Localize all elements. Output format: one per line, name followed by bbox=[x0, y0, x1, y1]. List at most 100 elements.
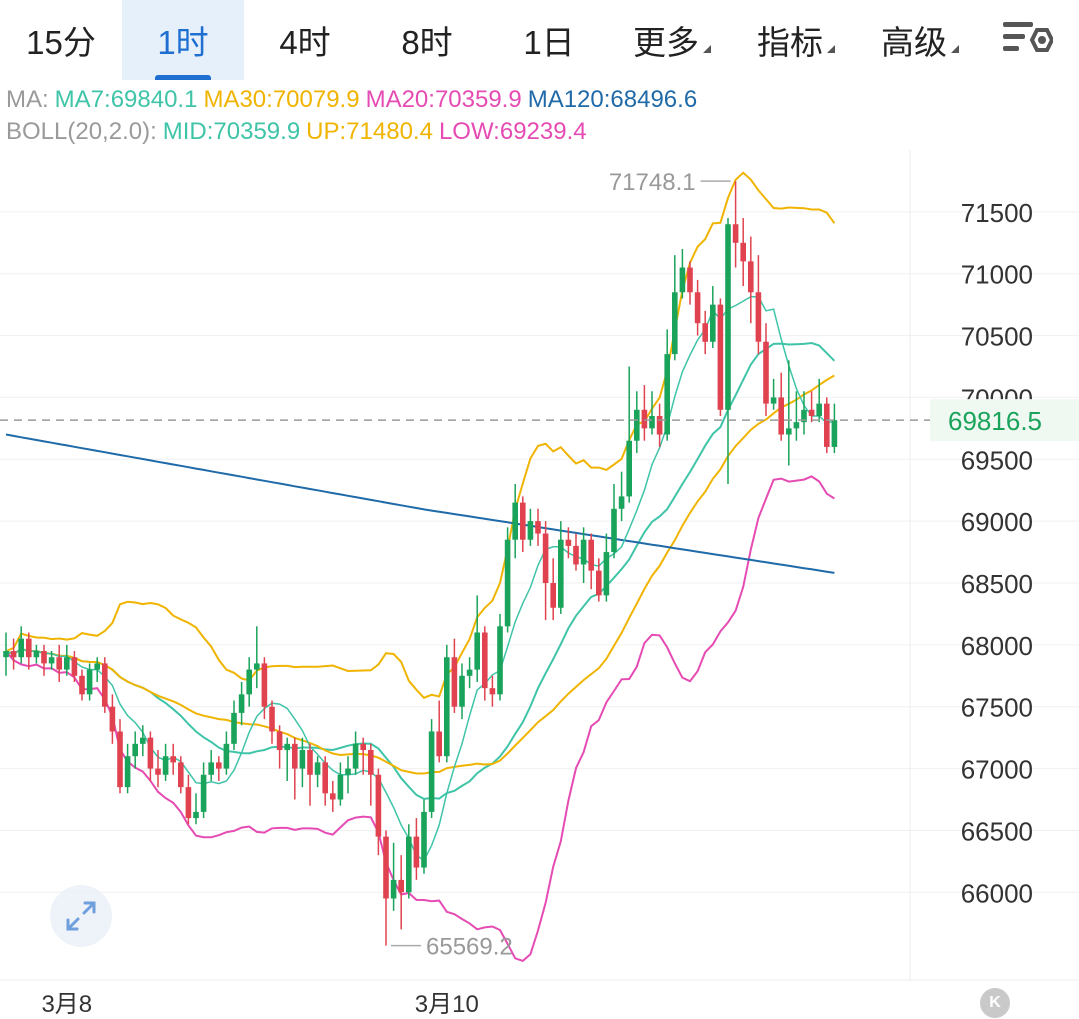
y-tick-label: 69000 bbox=[961, 507, 1033, 537]
tab-label: 1时 bbox=[157, 24, 209, 61]
candlestick-chart[interactable]: 7150071000705007000069500690006850068000… bbox=[0, 150, 1079, 1019]
tab-7[interactable]: 指标 bbox=[734, 0, 858, 80]
caret-down-icon bbox=[703, 45, 711, 53]
candle-body bbox=[48, 657, 55, 664]
candle-body bbox=[565, 539, 572, 546]
chart-settings-button[interactable] bbox=[997, 10, 1057, 66]
candle-body bbox=[687, 267, 693, 293]
y-tick-label: 69500 bbox=[961, 445, 1033, 475]
candle-body bbox=[634, 409, 640, 441]
candle-body bbox=[193, 811, 199, 819]
candle-body bbox=[770, 397, 777, 404]
candle-body bbox=[672, 292, 678, 355]
candle-body bbox=[26, 638, 32, 658]
candle-body bbox=[748, 261, 754, 293]
candle-body bbox=[117, 731, 123, 788]
caret-down-icon bbox=[951, 45, 959, 53]
candle-body bbox=[649, 415, 655, 429]
tab-label: 高级 bbox=[881, 24, 947, 61]
candle-body bbox=[208, 762, 214, 775]
candle-body bbox=[406, 836, 412, 893]
candle-body bbox=[474, 632, 480, 670]
chart-settings-icon bbox=[1003, 22, 1053, 52]
candle-body bbox=[801, 409, 807, 423]
candle-body bbox=[33, 651, 40, 658]
tab-2[interactable]: 1时 bbox=[122, 0, 244, 80]
candle-body bbox=[368, 750, 374, 775]
candle-body bbox=[466, 669, 473, 676]
k-line-toggle-button[interactable]: K bbox=[980, 988, 1010, 1018]
tab-label: 1日 bbox=[523, 24, 575, 61]
candle-body bbox=[717, 304, 724, 410]
candle-body bbox=[231, 712, 237, 744]
tab-4[interactable]: 8时 bbox=[366, 0, 488, 80]
tab-8[interactable]: 高级 bbox=[858, 0, 982, 80]
candle-body bbox=[292, 743, 298, 769]
candle-body bbox=[497, 626, 503, 695]
y-tick-label: 71500 bbox=[961, 198, 1033, 228]
candle-body bbox=[702, 323, 708, 342]
candle-body bbox=[626, 440, 632, 497]
ma30-value: MA30:70079.9 bbox=[203, 86, 360, 113]
candle-body bbox=[512, 502, 518, 540]
candle-body bbox=[56, 657, 62, 670]
candle-body bbox=[352, 743, 359, 769]
candle-body bbox=[375, 774, 382, 837]
candle-body bbox=[360, 743, 366, 751]
candle-body bbox=[786, 428, 792, 435]
candle-body bbox=[618, 496, 625, 509]
candle-body bbox=[94, 663, 100, 670]
candle-body bbox=[246, 669, 252, 695]
candle-body bbox=[140, 737, 146, 744]
current-price-tag bbox=[930, 399, 1079, 442]
candle-body bbox=[79, 675, 85, 695]
candle-body bbox=[254, 663, 260, 670]
tab-5[interactable]: 1日 bbox=[488, 0, 610, 80]
candle-body bbox=[641, 409, 648, 429]
tab-label: 4时 bbox=[279, 24, 331, 61]
candle-body bbox=[710, 304, 716, 342]
candle-body bbox=[816, 403, 822, 416]
boll-mid-line bbox=[5, 341, 836, 800]
tab-label: 15分 bbox=[26, 24, 96, 61]
y-tick-label: 67500 bbox=[961, 693, 1033, 723]
expand-chart-button[interactable] bbox=[50, 885, 112, 947]
ma7-value: MA7:69840.1 bbox=[54, 86, 198, 113]
candle-body bbox=[390, 879, 397, 899]
low-annotation-label: 65569.2 bbox=[426, 934, 513, 961]
candle-body bbox=[223, 743, 230, 769]
candle-body bbox=[86, 669, 93, 695]
candle-body bbox=[824, 403, 830, 447]
caret-down-icon bbox=[827, 45, 835, 53]
candle-body bbox=[64, 657, 70, 670]
candle-body bbox=[459, 675, 465, 707]
current-price-value: 69816.5 bbox=[948, 406, 1042, 436]
candle-body bbox=[436, 731, 442, 757]
x-tick-label: 3月10 bbox=[415, 991, 479, 1018]
candle-body bbox=[238, 694, 245, 713]
candle-body bbox=[520, 502, 526, 540]
candle-body bbox=[269, 706, 275, 732]
candle-body bbox=[831, 420, 838, 447]
y-tick-label: 68000 bbox=[961, 631, 1033, 661]
tab-6[interactable]: 更多 bbox=[610, 0, 734, 80]
candle-body bbox=[656, 415, 663, 435]
candle-body bbox=[71, 657, 78, 676]
expand-icon bbox=[66, 901, 96, 931]
candle-body bbox=[611, 508, 617, 553]
candle-body bbox=[109, 706, 116, 732]
tab-3[interactable]: 4时 bbox=[244, 0, 366, 80]
candle-body bbox=[664, 354, 670, 435]
y-tick-label: 66000 bbox=[961, 878, 1033, 908]
candle-body bbox=[261, 663, 268, 707]
candle-body bbox=[793, 422, 800, 429]
timeframe-tabs: 15分 1时 4时 8时 1日 更多 指标 高级 bbox=[0, 0, 1079, 80]
ma30-line bbox=[5, 374, 835, 775]
ma7-line bbox=[5, 295, 835, 862]
candle-body bbox=[755, 292, 762, 342]
candle-body bbox=[132, 743, 138, 757]
candle-body bbox=[314, 762, 321, 775]
candle-body bbox=[740, 242, 746, 262]
ma-legend: MA: MA7:69840.1 MA30:70079.9 MA20:70359.9 MA… bbox=[6, 86, 703, 114]
tab-1[interactable]: 15分 bbox=[0, 0, 122, 80]
